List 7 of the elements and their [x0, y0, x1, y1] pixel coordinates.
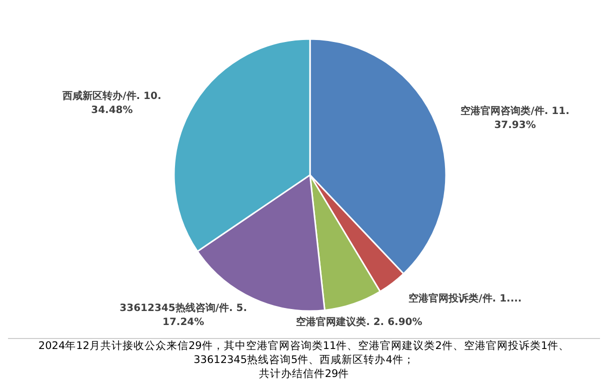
text: 2024年12月共计接收公众来信29件，其中空港官网咨询类11件、空港官网建议类2件、空港官网投诉类1件、33612345热线咨询5件、西咸新区转办4件；: [37, 339, 571, 367]
slice-label: 西咸新区转办/件. 10. 34.48%: [62, 90, 162, 116]
slice-label: 33612345热线咨询/件. 5. 17.24%: [120, 302, 248, 328]
slice-label: 空港官网建议类. 2. 6.90%: [296, 316, 422, 328]
text: 共计办结信件29件: [258, 367, 350, 381]
slice-label: 空港官网投诉类/件. 1....: [408, 292, 522, 305]
slice-label: 空港官网咨询类/件. 11. 37.93%: [460, 105, 570, 131]
